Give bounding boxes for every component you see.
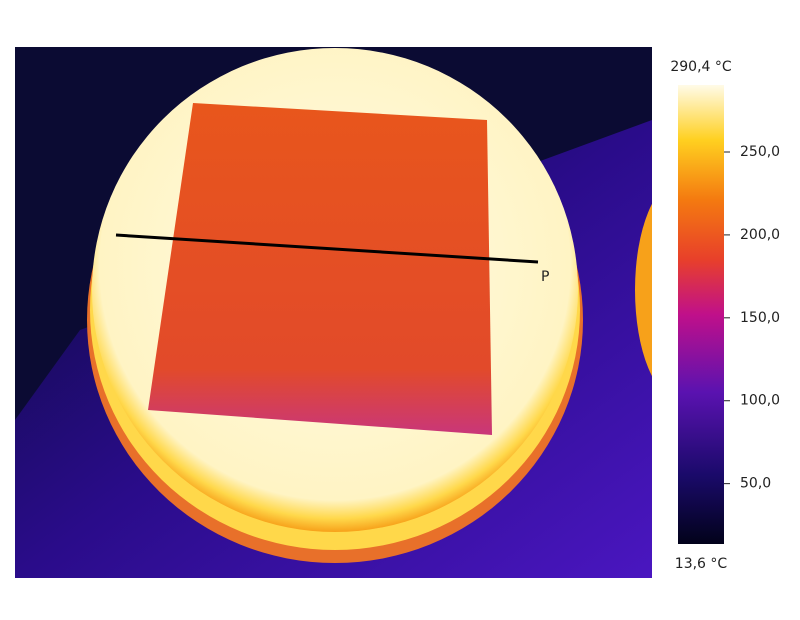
profile-label: P (541, 269, 549, 285)
profile-line (115, 233, 539, 264)
tick-label: 150,0 (740, 310, 780, 326)
scale-max-label: 290,4 °C (670, 59, 732, 75)
tick-label: 200,0 (740, 227, 780, 243)
tick-label: 100,0 (740, 393, 780, 409)
tick-label: 50,0 (740, 476, 771, 492)
sample (148, 103, 492, 435)
scale-min-label: 13,6 °C (675, 556, 728, 572)
thermal-image: P (15, 47, 652, 578)
tick-label: 250,0 (740, 144, 780, 160)
color-scale (678, 85, 724, 544)
neighbor-disc (635, 203, 652, 377)
